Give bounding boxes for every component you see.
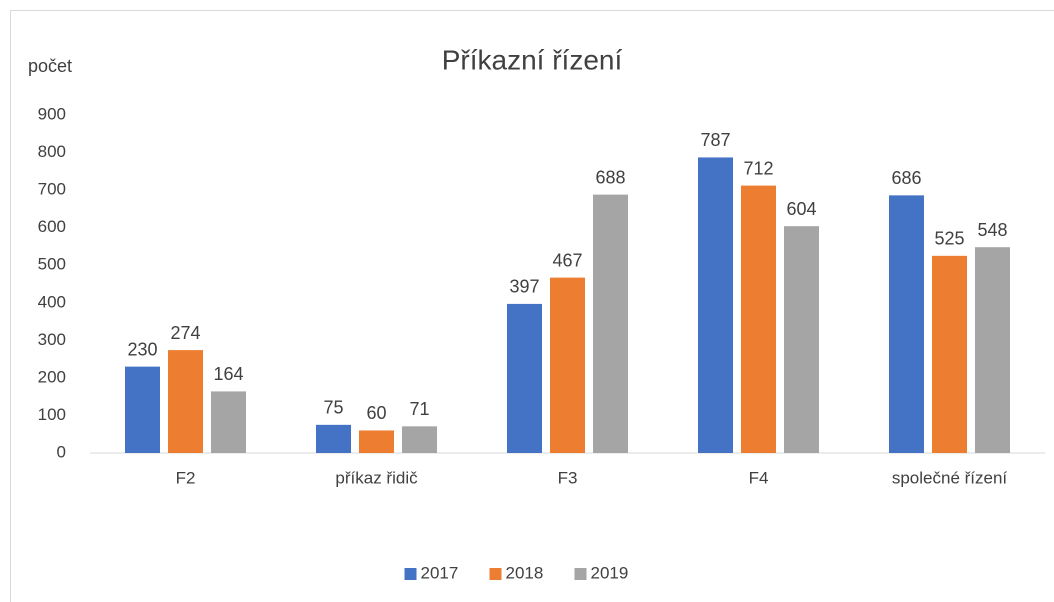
y-tick-label: 0 (57, 442, 66, 461)
bar (168, 350, 203, 453)
legend-swatch (574, 568, 587, 580)
x-tick-label: příkaz řidič (335, 468, 418, 487)
bar (211, 391, 246, 453)
data-label: 604 (786, 199, 816, 219)
data-label: 71 (409, 399, 429, 419)
x-tick-label: společné řízení (892, 468, 1008, 487)
legend-label: 2017 (421, 563, 459, 582)
chart-frame (10, 10, 1054, 602)
data-label: 467 (552, 250, 582, 270)
data-label: 75 (323, 398, 343, 418)
x-tick-label: F3 (558, 468, 578, 487)
legend-swatch (489, 568, 502, 580)
y-tick-label: 300 (38, 330, 66, 349)
y-tick-label: 200 (38, 367, 66, 386)
bar (975, 247, 1010, 453)
data-label: 60 (366, 403, 386, 423)
bar (550, 277, 585, 453)
data-label: 688 (595, 167, 625, 187)
bar (784, 226, 819, 453)
bar (932, 255, 967, 453)
legend-label: 2019 (591, 563, 629, 582)
bar (359, 430, 394, 453)
bar (316, 424, 351, 453)
data-label: 230 (127, 339, 157, 359)
legend-label: 2018 (506, 563, 544, 582)
data-label: 787 (700, 130, 730, 150)
data-label: 686 (891, 168, 921, 188)
bar (402, 426, 437, 453)
bar (507, 303, 542, 453)
y-tick-label: 700 (38, 180, 66, 199)
data-label: 712 (743, 158, 773, 178)
chart-title: Příkazní řízení (442, 44, 623, 75)
data-label: 548 (977, 220, 1007, 240)
y-tick-label: 100 (38, 405, 66, 424)
bar (593, 194, 628, 453)
bar (698, 157, 733, 453)
data-label: 397 (509, 277, 539, 297)
data-label: 164 (213, 364, 243, 384)
y-tick-label: 900 (38, 104, 66, 123)
y-tick-label: 600 (38, 217, 66, 236)
bar (889, 195, 924, 453)
y-axis-label: počet (28, 56, 72, 76)
y-tick-label: 400 (38, 292, 66, 311)
bar (741, 185, 776, 454)
y-tick-label: 800 (38, 142, 66, 161)
legend-swatch (404, 568, 417, 580)
data-label: 525 (934, 229, 964, 249)
bar (125, 366, 160, 453)
x-tick-label: F4 (749, 468, 769, 487)
y-tick-label: 500 (38, 255, 66, 274)
x-tick-label: F2 (176, 468, 196, 487)
data-label: 274 (170, 323, 200, 343)
